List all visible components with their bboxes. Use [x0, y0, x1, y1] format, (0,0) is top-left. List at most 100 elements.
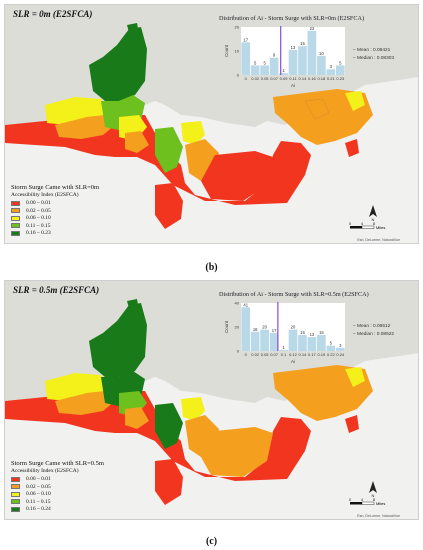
map-credit: Esri, DeLorme, NaturalVue [357, 514, 400, 518]
zone-yellow-bay [181, 397, 205, 421]
scale-bar: 0 4 8 Miles [349, 498, 385, 506]
histogram-bar [298, 335, 307, 351]
legend-swatch [11, 230, 20, 236]
slr-title: SLR = 0m (E2SFCA) [13, 9, 93, 19]
zone-orange-east [273, 89, 373, 145]
legend-item: 0.16 – 0.23 [11, 230, 115, 238]
bar-count-label: 3 [339, 343, 342, 348]
median-label: – Median : 0.08522 [353, 331, 394, 337]
bar-count-label: 9 [273, 53, 276, 58]
zone-orange-east [201, 427, 273, 477]
bar-count-label: 20 [291, 325, 296, 330]
map-credit: Esri, DeLorme, NaturalVue [357, 238, 400, 242]
legend-item: 0.06 – 0.10 [11, 491, 115, 499]
histogram-bar [260, 65, 269, 75]
histogram-bar [326, 345, 336, 351]
bar-count-label: 41 [243, 302, 248, 307]
legend-swatch [11, 215, 20, 221]
y-tick-label: 20 [235, 25, 240, 30]
y-tick-label: 40 [235, 301, 240, 306]
legend-subtitle: Accessibility Index (E2SFCA) [11, 467, 79, 474]
legend-label: 0.00 – 0.01 [26, 200, 51, 207]
y-tick-label: 0 [237, 349, 240, 354]
zone-darkgreen-tip [127, 299, 141, 323]
x-tick-label: 0.05 [261, 76, 270, 81]
histogram-inset: 17 5 5 9 1 13 15 23 10 3 5 0 0.02 0.05 0.07 0.09 0.11 0.1… [219, 15, 415, 91]
legend-label: 0.11 – 0.15 [26, 498, 51, 505]
histogram-bar [317, 335, 326, 351]
zone-red-east-tip [345, 415, 359, 433]
bar-count-label: 5 [254, 60, 257, 65]
x-tick-label: 0.07 [270, 76, 279, 81]
legend-swatch [11, 506, 20, 512]
north-label: N [372, 217, 375, 221]
zone-darkgreen-north [89, 27, 147, 101]
bar-count-label: 1 [282, 68, 285, 73]
x-axis-label: Ai [291, 359, 295, 364]
bar-count-label: 17 [243, 37, 248, 42]
bar-count-label: 3 [330, 64, 333, 69]
north-arrow-icon: N [369, 481, 377, 497]
y-axis-label: Count [224, 320, 229, 333]
histogram-bar [269, 57, 279, 75]
bar-count-label: 10 [319, 51, 324, 56]
x-tick-label: 0.19 [317, 352, 326, 357]
scale-tick: 0 [349, 222, 351, 226]
scale-tick: 8 [373, 498, 375, 502]
histogram-bar [241, 42, 251, 75]
legend-item: 0.00 – 0.01 [11, 200, 115, 208]
x-tick-label: 0.05 [261, 352, 270, 357]
histogram-bar [241, 307, 251, 351]
legend-label: 0.06 – 0.10 [26, 491, 51, 498]
scale-tick: 0 [349, 498, 351, 502]
scale-tick: 4 [361, 498, 363, 502]
x-tick-label: 0.24 [336, 352, 345, 357]
y-tick-label: 20 [235, 325, 240, 330]
zone-orange-east-b [304, 98, 330, 120]
histogram-bar [279, 349, 288, 351]
zone-red-peninsula [155, 459, 183, 505]
scale-bar: 0 4 8 Miles [349, 222, 385, 230]
bar-count-label: 20 [262, 325, 267, 330]
legend-label: 0.02 – 0.05 [26, 483, 51, 490]
zone-darkgreen-tip [127, 23, 141, 47]
legend-item: 0.16 – 0.24 [11, 506, 115, 514]
histogram-bar [269, 332, 279, 351]
y-tick-label: 10 [235, 49, 240, 54]
legend-swatch [11, 476, 20, 482]
x-tick-label: 0.21 [327, 76, 336, 81]
histogram-bar [288, 329, 298, 351]
zone-yellow-bay [181, 121, 205, 145]
median-label: – Median : 0.08303 [353, 55, 394, 61]
legend-swatch [11, 223, 20, 229]
x-tick-label: 0 [245, 76, 248, 81]
legend: Storm Surge Came with SLR=0m Accessibili… [11, 184, 115, 238]
zone-red-east-tip [345, 139, 359, 157]
legend-label: 0.06 – 0.10 [26, 215, 51, 222]
legend-swatch [11, 208, 20, 214]
legend-label: 0.00 – 0.01 [26, 476, 51, 483]
histogram-title: Distribution of Ai - Storm Surge with SL… [219, 15, 365, 22]
zone-green-bay [155, 127, 183, 173]
zone-yellow-east [345, 91, 365, 111]
bar-count-label: 15 [300, 41, 305, 46]
histogram-bar [250, 65, 260, 75]
legend-item: 0.11 – 0.15 [11, 222, 115, 230]
zone-yellow-east [345, 367, 365, 387]
legend-label: 0.11 – 0.15 [26, 222, 51, 229]
legend-label: 0.16 – 0.23 [26, 230, 51, 237]
map-panel-c: SLR = 0.5m (E2SFCA) 41 18 20 17 1 20 15 13 15 5 3 0… [4, 280, 419, 520]
bar-count-label: 5 [263, 60, 266, 65]
histogram-bar [335, 65, 345, 75]
x-tick-label: 0.02 [251, 352, 260, 357]
legend-swatch [11, 200, 20, 206]
zone-orange-west [55, 115, 115, 139]
panel-label-c: (c) [205, 536, 218, 547]
x-tick-label: 0.11 [289, 76, 297, 81]
slr-title: SLR = 0.5m (E2SFCA) [13, 285, 100, 295]
histogram-inset: 41 18 20 17 1 20 15 13 15 5 3 0 0.02 0.05 0.07 0.1 0.12 0… [219, 291, 415, 367]
x-tick-label: 0.07 [270, 352, 279, 357]
legend-item: 0.06 – 0.10 [11, 215, 115, 223]
zone-orange-central [125, 407, 149, 429]
x-tick-label: 0.09 [280, 76, 289, 81]
